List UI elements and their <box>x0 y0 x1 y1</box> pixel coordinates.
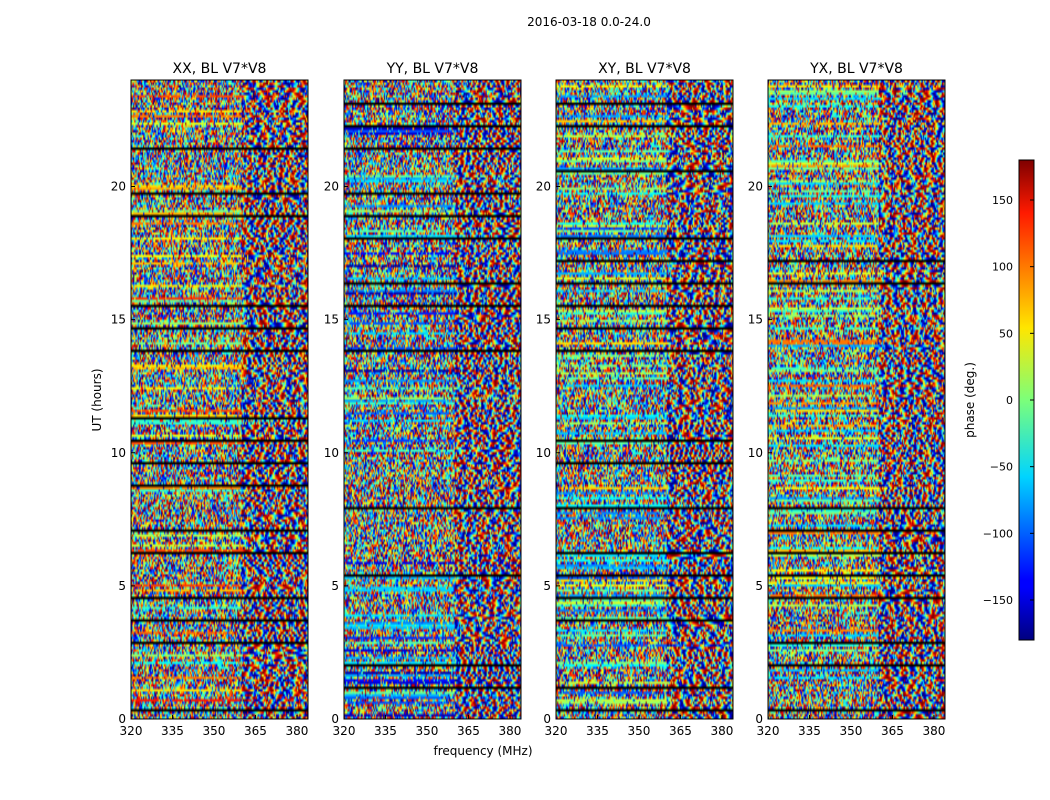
panel-frame <box>130 79 309 720</box>
y-tick-label: 20 <box>324 180 339 194</box>
x-tick-label: 350 <box>416 724 439 738</box>
colorbar-tick-label: 150 <box>992 194 1013 207</box>
colorbar-tick-label: −150 <box>983 594 1013 607</box>
colorbar-tick-label: 100 <box>992 261 1013 274</box>
y-tick-label: 10 <box>111 446 126 460</box>
y-tick-label: 20 <box>111 180 126 194</box>
panel-3: XY, BL V7*V8 320 335 350 365 380 0 5 10 15 20 <box>536 61 734 738</box>
y-tick-label: 10 <box>536 446 551 460</box>
x-tick-label: 365 <box>244 724 267 738</box>
colorbar-tick-label: 50 <box>999 327 1013 340</box>
x-tick-label: 320 <box>545 724 568 738</box>
x-tick-label: 380 <box>922 724 945 738</box>
x-tick-label: 320 <box>757 724 780 738</box>
panel-title: YX, BL V7*V8 <box>809 61 903 77</box>
colorbar: 150 100 50 0 −50 −100 −150 phase (deg.) <box>963 159 1035 641</box>
heatmap-image <box>131 80 308 719</box>
y-tick-label: 20 <box>748 180 763 194</box>
x-tick-label: 320 <box>120 724 143 738</box>
panel-4: YX, BL V7*V8 320 335 350 365 380 0 5 10 15 20 <box>748 61 946 738</box>
heatmap-image <box>344 80 521 719</box>
x-axis-label: frequency (MHz) <box>433 744 532 758</box>
x-tick-label: 335 <box>586 724 609 738</box>
x-tick-label: 380 <box>710 724 733 738</box>
panel-frame <box>555 79 734 720</box>
x-tick-label: 365 <box>669 724 692 738</box>
heatmap-image <box>556 80 733 719</box>
colorbar-tick-label: 0 <box>1006 394 1013 407</box>
x-tick-label: 335 <box>374 724 397 738</box>
panel-frame <box>343 79 522 720</box>
x-tick-label: 350 <box>203 724 226 738</box>
y-tick-label: 15 <box>536 313 551 327</box>
x-tick-label: 365 <box>881 724 904 738</box>
panel-2: YY, BL V7*V8 320 335 350 365 380 0 5 10 15 20 <box>324 61 522 738</box>
x-tick-label: 350 <box>840 724 863 738</box>
y-tick-label: 0 <box>118 712 126 726</box>
y-tick-label: 5 <box>118 579 126 593</box>
heatmap-image <box>768 80 945 719</box>
y-tick-label: 5 <box>755 579 763 593</box>
x-tick-label: 365 <box>457 724 480 738</box>
y-tick-label: 15 <box>748 313 763 327</box>
colorbar-tick-label: −50 <box>990 461 1013 474</box>
y-tick-label: 0 <box>331 712 339 726</box>
x-tick-label: 335 <box>798 724 821 738</box>
x-tick-label: 320 <box>333 724 356 738</box>
y-tick-label: 5 <box>331 579 339 593</box>
y-tick-label: 5 <box>543 579 551 593</box>
x-tick-label: 335 <box>161 724 184 738</box>
colorbar-label: phase (deg.) <box>963 362 977 438</box>
colorbar-tick-label: −100 <box>983 527 1013 540</box>
y-tick-label: 10 <box>748 446 763 460</box>
x-tick-label: 350 <box>628 724 651 738</box>
panel-1: XX, BL V7*V8 320 335 350 365 380 0 5 10 15 20 <box>111 61 309 738</box>
panel-title: XY, BL V7*V8 <box>598 61 691 77</box>
y-tick-label: 15 <box>324 313 339 327</box>
y-tick-label: 15 <box>111 313 126 327</box>
y-tick-label: 20 <box>536 180 551 194</box>
panel-frame <box>767 79 946 720</box>
x-tick-label: 380 <box>285 724 308 738</box>
y-tick-label: 0 <box>543 712 551 726</box>
y-tick-label: 0 <box>755 712 763 726</box>
figure-title: 2016-03-18 0.0-24.0 <box>527 15 651 29</box>
y-axis-label: UT (hours) <box>90 368 104 431</box>
x-tick-label: 380 <box>498 724 521 738</box>
panel-title: YY, BL V7*V8 <box>386 61 479 77</box>
panel-title: XX, BL V7*V8 <box>173 61 267 77</box>
y-tick-label: 10 <box>324 446 339 460</box>
